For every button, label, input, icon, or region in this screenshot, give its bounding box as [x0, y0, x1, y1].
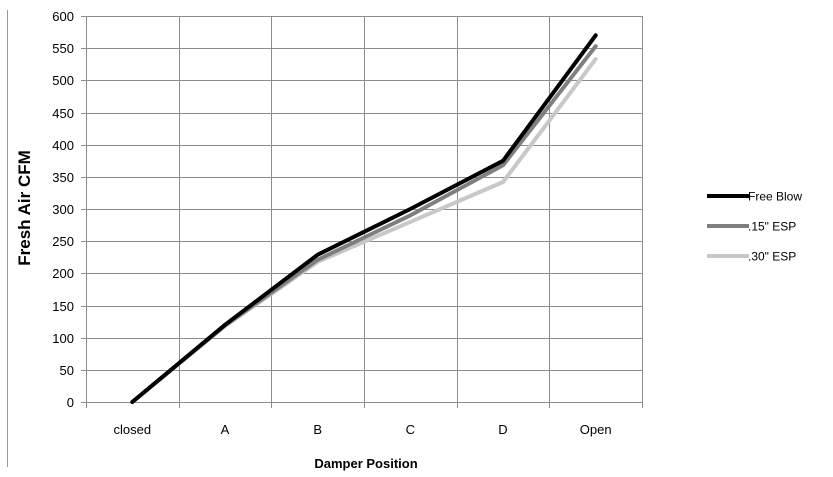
legend: Free Blow .15" ESP .30" ESP: [707, 190, 802, 264]
legend-label-30-esp: .30" ESP: [748, 250, 796, 264]
y-tick-label: 300: [52, 202, 74, 217]
y-tick-label: 500: [52, 73, 74, 88]
y-tick-label: 450: [52, 106, 74, 121]
x-tick-label: Open: [580, 422, 612, 437]
axes: [81, 16, 643, 408]
x-tick-label: B: [313, 422, 322, 437]
grid-lines: [86, 16, 643, 402]
y-tick-label: 0: [67, 395, 74, 410]
y-axis-title: Fresh Air CFM: [15, 150, 34, 266]
y-tick-label: 50: [60, 363, 74, 378]
y-tick-label: 200: [52, 266, 74, 281]
x-tick-label: C: [406, 422, 415, 437]
y-tick-label: 150: [52, 299, 74, 314]
y-axis-tick-labels: 0 50 100 150 200 250 300 350 400 450 500 550 600: [52, 9, 74, 410]
x-tick-label: closed: [114, 422, 152, 437]
y-tick-label: 350: [52, 170, 74, 185]
legend-label-free-blow: Free Blow: [748, 190, 802, 204]
x-tick-label: D: [498, 422, 507, 437]
x-tick-label: A: [221, 422, 230, 437]
legend-label-15-esp: .15" ESP: [748, 220, 796, 234]
series-lines: [130, 33, 598, 404]
y-tick-label: 250: [52, 234, 74, 249]
series-line-free-blow: [130, 33, 598, 404]
y-tick-label: 600: [52, 9, 74, 24]
x-axis-title: Damper Position: [314, 456, 417, 471]
y-tick-label: 400: [52, 138, 74, 153]
x-axis-tick-labels: closed A B C D Open: [114, 422, 612, 437]
y-tick-label: 100: [52, 331, 74, 346]
y-tick-label: 550: [52, 41, 74, 56]
